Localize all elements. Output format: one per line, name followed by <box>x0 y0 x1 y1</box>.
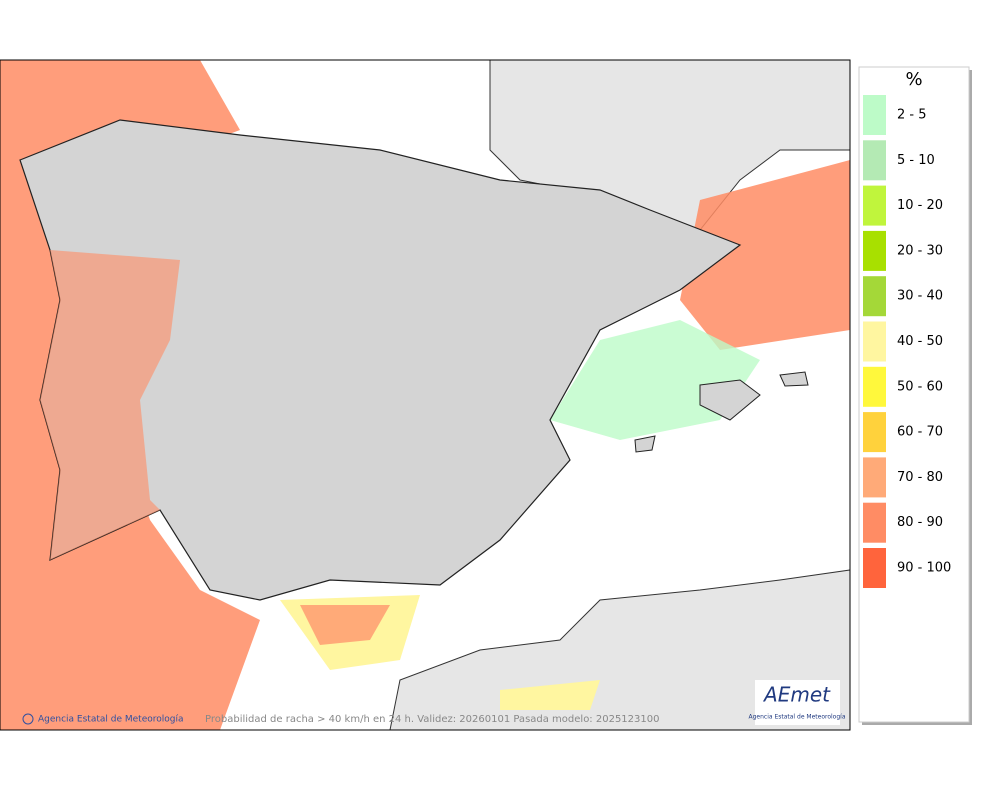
legend-label: 60 - 70 <box>897 425 943 440</box>
legend-label: 30 - 40 <box>897 289 943 304</box>
legend-label: 80 - 90 <box>897 515 943 530</box>
legend-label: 2 - 5 <box>897 108 927 123</box>
legend-label: 5 - 10 <box>897 153 935 168</box>
legend-swatch <box>863 457 886 498</box>
legend-label: 90 - 100 <box>897 561 951 576</box>
legend-swatch <box>863 95 886 135</box>
legend-title: % <box>905 69 922 90</box>
legend-swatch <box>863 321 886 362</box>
iberia <box>19 119 742 601</box>
probability-area <box>300 605 390 645</box>
legend-label: 70 - 80 <box>897 470 943 485</box>
legend-swatch <box>863 502 886 543</box>
legend-label: 20 - 30 <box>897 243 943 258</box>
legend-label: 10 - 20 <box>897 198 943 213</box>
legend: % 2 - 5 5 - 10 10 - 20 20 - 30 30 - 40 40 - 5… <box>858 66 972 725</box>
ibiza <box>634 435 656 453</box>
logo: AEmet <box>762 683 831 707</box>
legend-swatch <box>863 276 886 317</box>
legend-swatch <box>863 548 886 588</box>
legend-swatch <box>863 230 886 271</box>
portugal <box>40 250 180 560</box>
agency-credit: Agencia Estatal de Meteorología <box>38 715 184 725</box>
logo-subtitle: Agencia Estatal de Meteorología <box>749 714 846 721</box>
menorca <box>779 371 809 387</box>
copyright-icon <box>22 713 34 725</box>
legend-swatch <box>863 185 886 226</box>
legend-swatch <box>863 412 886 453</box>
logo-box <box>755 680 840 725</box>
legend-label: 50 - 60 <box>897 379 943 394</box>
caption: Probabilidad de racha > 40 km/h en 24 h.… <box>205 714 659 725</box>
probability-area <box>550 320 760 440</box>
map-frame <box>0 59 851 731</box>
map: Agencia Estatal de Meteorología Probabil… <box>0 59 851 731</box>
mallorca <box>699 379 761 421</box>
probability-area <box>500 680 600 710</box>
legend-swatch <box>863 140 886 181</box>
legend-label: 40 - 50 <box>897 334 943 349</box>
probability-area <box>680 160 850 350</box>
legend-swatch <box>863 366 886 407</box>
